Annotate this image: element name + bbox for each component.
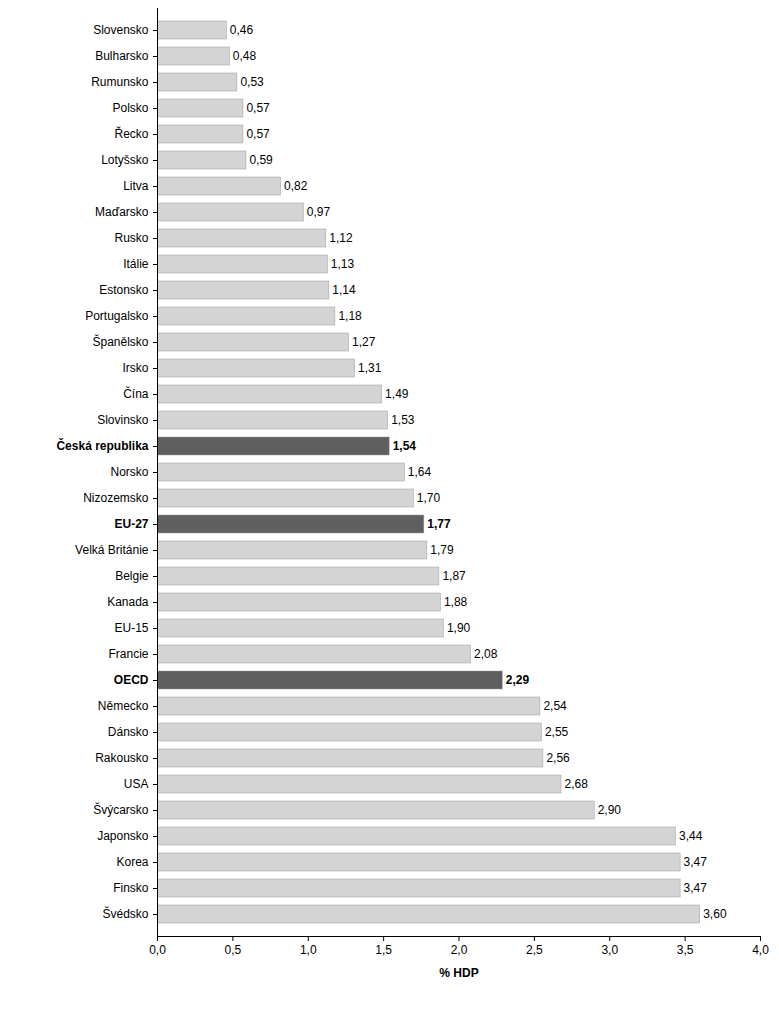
svg-text:0,57: 0,57 <box>246 101 270 115</box>
svg-text:Maďarsko: Maďarsko <box>95 205 149 219</box>
svg-text:2,55: 2,55 <box>545 725 569 739</box>
svg-text:Kanada: Kanada <box>107 595 149 609</box>
svg-text:0,82: 0,82 <box>284 179 308 193</box>
svg-text:2,68: 2,68 <box>565 777 589 791</box>
svg-text:3,60: 3,60 <box>703 907 727 921</box>
svg-text:Česká republika: Česká republika <box>56 438 148 453</box>
svg-text:Rumunsko: Rumunsko <box>91 75 149 89</box>
svg-text:EU-27: EU-27 <box>114 517 148 531</box>
svg-text:Bulharsko: Bulharsko <box>95 49 149 63</box>
svg-text:Velká Británie: Velká Británie <box>75 543 149 557</box>
svg-text:Švédsko: Švédsko <box>102 906 148 921</box>
svg-text:2,56: 2,56 <box>546 751 570 765</box>
svg-text:USA: USA <box>124 777 149 791</box>
svg-text:1,79: 1,79 <box>430 543 454 557</box>
svg-text:4,0: 4,0 <box>752 943 769 957</box>
svg-text:% HDP: % HDP <box>439 966 478 980</box>
svg-text:2,90: 2,90 <box>598 803 622 817</box>
svg-text:1,0: 1,0 <box>300 943 317 957</box>
svg-text:1,49: 1,49 <box>385 387 409 401</box>
svg-text:0,53: 0,53 <box>240 75 264 89</box>
svg-text:1,87: 1,87 <box>442 569 466 583</box>
svg-text:Itálie: Itálie <box>123 257 149 271</box>
svg-text:1,53: 1,53 <box>391 413 415 427</box>
svg-text:0,46: 0,46 <box>230 23 254 37</box>
svg-text:Portugalsko: Portugalsko <box>85 309 149 323</box>
svg-text:OECD: OECD <box>114 673 149 687</box>
svg-text:Slovinsko: Slovinsko <box>97 413 149 427</box>
svg-text:Norsko: Norsko <box>110 465 148 479</box>
svg-text:Finsko: Finsko <box>113 881 149 895</box>
svg-text:2,29: 2,29 <box>506 673 530 687</box>
svg-text:1,64: 1,64 <box>408 465 432 479</box>
svg-text:Švýcarsko: Švýcarsko <box>93 802 149 817</box>
svg-text:1,90: 1,90 <box>447 621 471 635</box>
svg-text:Nizozemsko: Nizozemsko <box>83 491 149 505</box>
svg-text:Litva: Litva <box>123 179 149 193</box>
svg-text:1,70: 1,70 <box>417 491 441 505</box>
svg-text:2,08: 2,08 <box>474 647 498 661</box>
svg-text:Dánsko: Dánsko <box>108 725 149 739</box>
svg-text:0,59: 0,59 <box>249 153 273 167</box>
svg-text:0,5: 0,5 <box>225 943 242 957</box>
svg-text:1,88: 1,88 <box>444 595 468 609</box>
svg-text:Německo: Německo <box>98 699 149 713</box>
svg-text:0,57: 0,57 <box>246 127 270 141</box>
svg-text:1,27: 1,27 <box>352 335 376 349</box>
svg-text:Estonsko: Estonsko <box>99 283 149 297</box>
svg-text:1,77: 1,77 <box>427 517 451 531</box>
svg-text:Lotyšsko: Lotyšsko <box>101 153 149 167</box>
svg-text:3,47: 3,47 <box>684 855 708 869</box>
svg-text:1,12: 1,12 <box>329 231 353 245</box>
svg-text:2,54: 2,54 <box>543 699 567 713</box>
svg-text:Rusko: Rusko <box>114 231 148 245</box>
svg-text:Slovensko: Slovensko <box>93 23 149 37</box>
svg-text:Belgie: Belgie <box>115 569 149 583</box>
svg-text:Francie: Francie <box>108 647 148 661</box>
svg-text:3,5: 3,5 <box>677 943 694 957</box>
svg-text:Rakousko: Rakousko <box>95 751 149 765</box>
svg-text:1,5: 1,5 <box>375 943 392 957</box>
svg-text:3,0: 3,0 <box>601 943 618 957</box>
svg-text:1,14: 1,14 <box>332 283 356 297</box>
svg-text:Řecko: Řecko <box>114 126 148 141</box>
svg-text:3,47: 3,47 <box>684 881 708 895</box>
svg-text:0,97: 0,97 <box>307 205 331 219</box>
svg-text:0,0: 0,0 <box>149 943 166 957</box>
svg-text:2,5: 2,5 <box>526 943 543 957</box>
svg-text:Španělsko: Španělsko <box>92 334 148 349</box>
svg-text:Polsko: Polsko <box>112 101 148 115</box>
svg-text:1,18: 1,18 <box>338 309 362 323</box>
svg-text:0,48: 0,48 <box>233 49 257 63</box>
svg-text:Čína: Čína <box>123 386 149 401</box>
svg-text:Irsko: Irsko <box>122 361 148 375</box>
svg-text:1,13: 1,13 <box>331 257 355 271</box>
svg-text:2,0: 2,0 <box>451 943 468 957</box>
svg-text:3,44: 3,44 <box>679 829 703 843</box>
svg-text:Korea: Korea <box>116 855 148 869</box>
svg-text:1,31: 1,31 <box>358 361 382 375</box>
svg-text:Japonsko: Japonsko <box>97 829 149 843</box>
svg-text:EU-15: EU-15 <box>114 621 148 635</box>
svg-text:1,54: 1,54 <box>393 439 417 453</box>
